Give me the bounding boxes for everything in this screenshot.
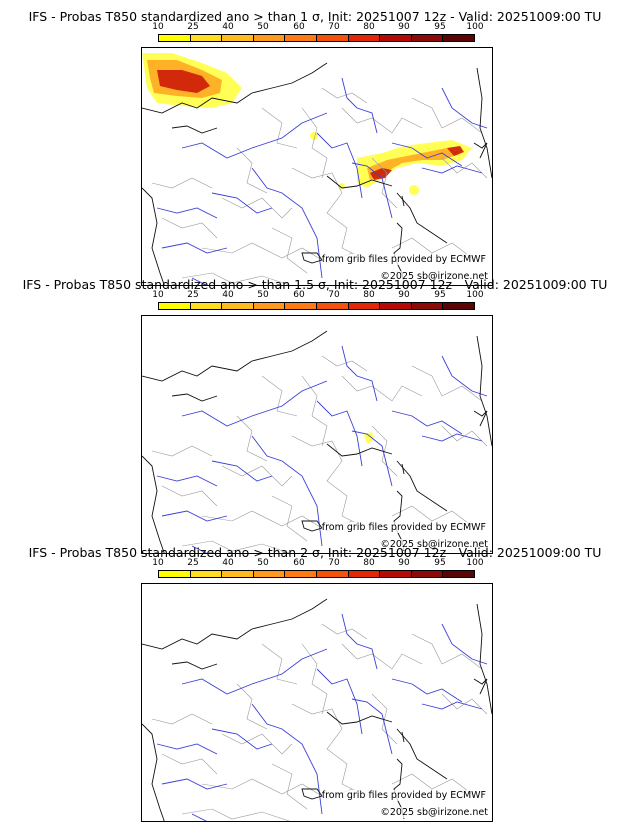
panel-title: IFS - Probas T850 standardized ano > tha… <box>28 9 602 24</box>
scale-cell-25 <box>190 303 223 309</box>
scale-label-95: 95 <box>434 22 446 32</box>
scale-label-100: 100 <box>466 558 484 568</box>
probability-color-scale <box>158 570 475 578</box>
scale-cell-25 <box>190 571 223 577</box>
scale-label-60: 60 <box>293 22 305 32</box>
scale-cell-25 <box>190 35 223 41</box>
scale-label-10: 10 <box>152 22 164 32</box>
panel-title: IFS - Probas T850 standardized ano > tha… <box>28 545 602 560</box>
scale-cell-50 <box>253 35 286 41</box>
probability-area <box>310 132 318 140</box>
forecast-panel-2sigma: IFS - Probas T850 standardized ano > tha… <box>0 546 630 822</box>
scale-label-95: 95 <box>434 558 446 568</box>
panel-title: IFS - Probas T850 standardized ano > tha… <box>22 277 608 292</box>
scale-cell-100 <box>443 571 474 577</box>
probability-area <box>364 432 374 444</box>
scale-label-10: 10 <box>152 290 164 300</box>
scale-label-25: 25 <box>187 558 199 568</box>
copyright-credit: ©2025 sb@irizone.net <box>380 271 488 282</box>
scale-label-80: 80 <box>363 22 375 32</box>
map-canvas <box>142 598 492 821</box>
scale-label-100: 100 <box>466 290 484 300</box>
map-1sigma: from grib files provided by ECMWF ©2025 … <box>141 47 493 286</box>
scale-cell-70 <box>316 571 349 577</box>
scale-cell-80 <box>348 571 381 577</box>
scale-cell-95 <box>411 303 444 309</box>
probability-area <box>409 185 419 195</box>
data-source-credit: from grib files provided by ECMWF <box>321 254 486 265</box>
scale-cell-10 <box>159 35 191 41</box>
probability-scale-labels: 10 25 40 50 60 70 80 90 95 100 <box>152 22 483 32</box>
scale-cell-50 <box>253 571 286 577</box>
scale-label-60: 60 <box>293 290 305 300</box>
scale-cell-50 <box>253 303 286 309</box>
copyright-credit: ©2025 sb@irizone.net <box>380 539 488 550</box>
data-source-credit: from grib files provided by ECMWF <box>321 522 486 533</box>
scale-cell-40 <box>222 35 254 41</box>
probability-color-scale <box>158 302 475 310</box>
scale-label-100: 100 <box>466 22 484 32</box>
scale-label-50: 50 <box>257 290 269 300</box>
map-canvas <box>142 330 492 553</box>
forecast-panel-1sigma: IFS - Probas T850 standardized ano > tha… <box>0 10 630 286</box>
scale-cell-40 <box>222 303 254 309</box>
scale-label-70: 70 <box>328 558 340 568</box>
map-canvas <box>142 53 492 285</box>
scale-label-70: 70 <box>328 22 340 32</box>
scale-label-90: 90 <box>398 558 410 568</box>
probability-scale-labels: 10 25 40 50 60 70 80 90 95 100 <box>152 558 483 568</box>
scale-cell-95 <box>411 35 444 41</box>
scale-cell-60 <box>285 571 317 577</box>
probability-area <box>367 148 460 180</box>
scale-cell-70 <box>316 35 349 41</box>
scale-label-70: 70 <box>328 290 340 300</box>
probability-color-scale <box>158 34 475 42</box>
probability-field <box>364 432 374 444</box>
scale-label-90: 90 <box>398 22 410 32</box>
probability-field <box>142 53 472 195</box>
scale-label-10: 10 <box>152 558 164 568</box>
scale-label-50: 50 <box>257 558 269 568</box>
scale-label-40: 40 <box>222 22 234 32</box>
data-source-credit: from grib files provided by ECMWF <box>321 790 486 801</box>
scale-label-25: 25 <box>187 290 199 300</box>
scale-cell-90 <box>380 303 412 309</box>
probability-area <box>157 70 210 93</box>
basemap-layer <box>142 598 492 821</box>
scale-cell-100 <box>443 303 474 309</box>
forecast-panel-1-5sigma: IFS - Probas T850 standardized ano > tha… <box>0 278 630 554</box>
scale-label-90: 90 <box>398 290 410 300</box>
scale-label-40: 40 <box>222 558 234 568</box>
probability-area <box>370 168 392 180</box>
map-1-5sigma: from grib files provided by ECMWF ©2025 … <box>141 315 493 554</box>
scale-label-25: 25 <box>187 22 199 32</box>
probability-area <box>447 146 464 156</box>
scale-cell-95 <box>411 571 444 577</box>
copyright-credit: ©2025 sb@irizone.net <box>380 807 488 818</box>
scale-cell-60 <box>285 303 317 309</box>
basemap-layer <box>142 330 492 553</box>
scale-cell-100 <box>443 35 474 41</box>
scale-cell-60 <box>285 35 317 41</box>
scale-cell-90 <box>380 35 412 41</box>
scale-cell-40 <box>222 571 254 577</box>
scale-label-50: 50 <box>257 22 269 32</box>
scale-label-40: 40 <box>222 290 234 300</box>
scale-label-60: 60 <box>293 558 305 568</box>
scale-cell-10 <box>159 571 191 577</box>
probability-scale-labels: 10 25 40 50 60 70 80 90 95 100 <box>152 290 483 300</box>
scale-cell-10 <box>159 303 191 309</box>
scale-label-95: 95 <box>434 290 446 300</box>
scale-cell-80 <box>348 35 381 41</box>
map-2sigma: from grib files provided by ECMWF ©2025 … <box>141 583 493 822</box>
scale-label-80: 80 <box>363 290 375 300</box>
scale-cell-90 <box>380 571 412 577</box>
scale-cell-80 <box>348 303 381 309</box>
scale-cell-70 <box>316 303 349 309</box>
scale-label-80: 80 <box>363 558 375 568</box>
